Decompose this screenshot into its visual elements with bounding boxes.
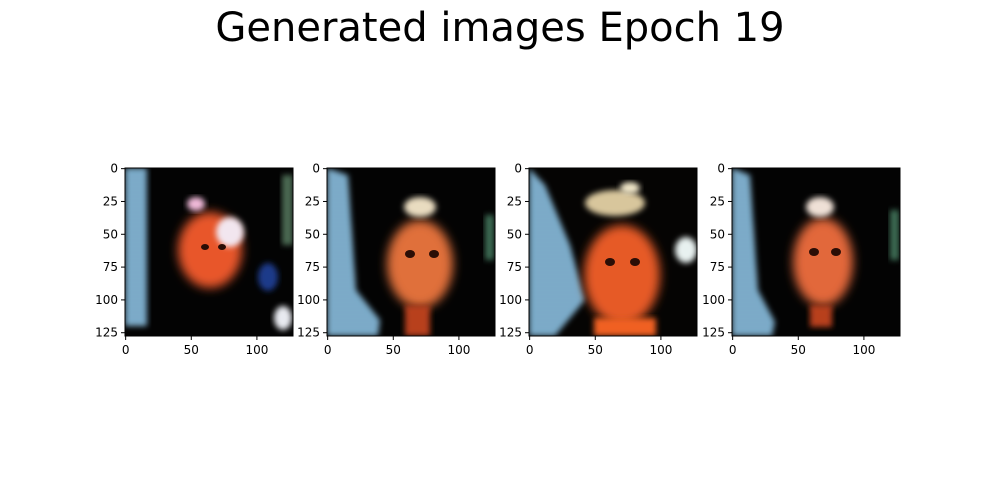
axes-frame (731, 167, 901, 337)
y-tick-label: 100 (702, 293, 725, 307)
axes-frame (124, 167, 294, 337)
y-tick-label: 125 (499, 326, 522, 340)
x-tick-label: 100 (649, 343, 672, 357)
y-tick-label: 125 (95, 326, 118, 340)
y-tick-label: 0 (312, 162, 320, 176)
y-tick-label: 50 (103, 227, 118, 241)
x-tick-label: 50 (184, 343, 199, 357)
y-tick-label: 0 (717, 162, 725, 176)
y-tick-label: 50 (507, 227, 522, 241)
y-tick-label: 75 (305, 260, 320, 274)
y-tick-label: 125 (702, 326, 725, 340)
x-tick-label: 0 (729, 343, 737, 357)
axes-1: 0 25 50 75 100 125 0 50 100 (95, 162, 294, 357)
x-tick-label: 100 (245, 343, 268, 357)
x-tick-label: 100 (852, 343, 875, 357)
y-tick-label: 100 (95, 293, 118, 307)
y-tick-label: 75 (710, 260, 725, 274)
y-tick-label: 125 (297, 326, 320, 340)
x-tick-label: 0 (122, 343, 130, 357)
generated-image-1 (125, 168, 293, 336)
y-tick-label: 25 (710, 194, 725, 208)
axes-3: 0 25 50 75 100 125 0 50 100 (499, 162, 698, 357)
axes-frame (326, 167, 496, 337)
y-tick-label: 50 (305, 227, 320, 241)
y-tick-label: 25 (305, 194, 320, 208)
y-tick-label: 25 (103, 194, 118, 208)
y-tick-label: 100 (499, 293, 522, 307)
x-tick-label: 50 (791, 343, 806, 357)
axes-4: 0 25 50 75 100 125 0 50 100 (702, 162, 901, 357)
y-tick-label: 100 (297, 293, 320, 307)
figure-title: Generated images Epoch 19 (215, 5, 785, 51)
y-tick-label: 75 (507, 260, 522, 274)
axes-2: 0 25 50 75 100 125 0 50 100 (297, 162, 496, 357)
generated-image-3 (529, 168, 697, 336)
y-tick-label: 0 (110, 162, 118, 176)
x-tick-label: 50 (588, 343, 603, 357)
y-tick-label: 50 (710, 227, 725, 241)
y-tick-label: 25 (507, 194, 522, 208)
x-tick-label: 0 (324, 343, 332, 357)
axes-frame (528, 167, 698, 337)
y-tick-label: 75 (103, 260, 118, 274)
x-tick-label: 50 (386, 343, 401, 357)
generated-image-4 (732, 168, 900, 336)
x-tick-label: 100 (447, 343, 470, 357)
generated-image-2 (327, 168, 495, 336)
y-tick-label: 0 (514, 162, 522, 176)
x-tick-label: 0 (526, 343, 534, 357)
